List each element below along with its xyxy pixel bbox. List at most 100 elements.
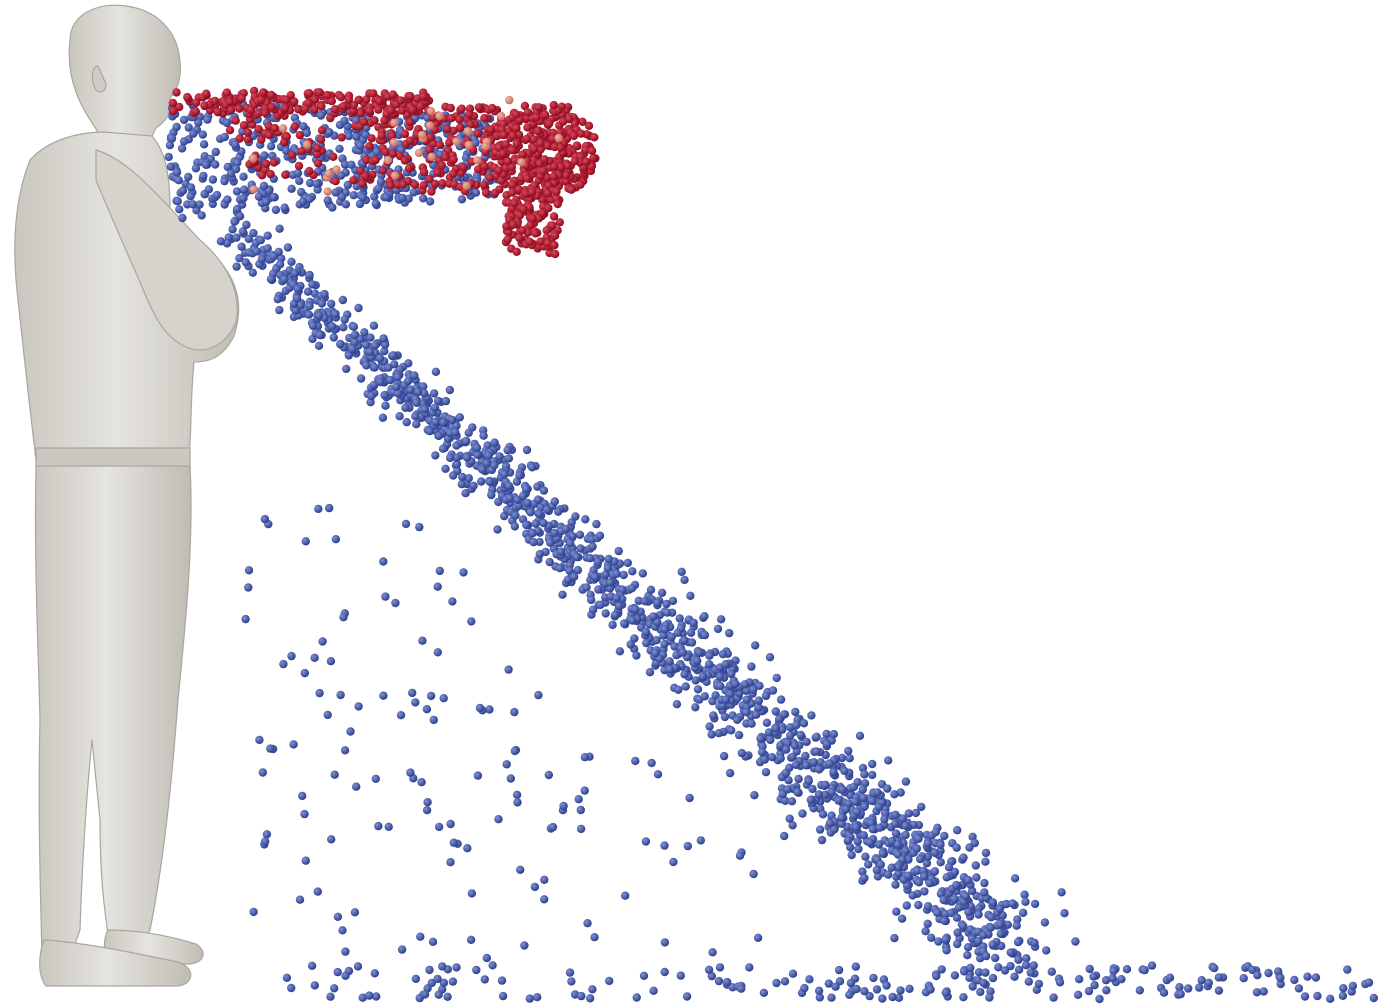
particle xyxy=(386,181,395,190)
particle xyxy=(893,840,903,849)
particle xyxy=(408,688,417,698)
particle xyxy=(243,128,253,137)
particle xyxy=(801,751,810,761)
particle xyxy=(963,943,973,952)
particle xyxy=(567,185,576,194)
particle xyxy=(550,528,559,538)
particle xyxy=(771,707,780,716)
particle xyxy=(172,168,182,177)
particle xyxy=(179,115,189,125)
particle xyxy=(428,937,438,946)
particle xyxy=(505,494,515,503)
particle xyxy=(950,867,960,877)
particle xyxy=(409,188,418,197)
particle xyxy=(981,968,990,977)
particle xyxy=(853,778,862,787)
particle xyxy=(439,978,449,987)
particle xyxy=(394,389,403,398)
particle xyxy=(365,142,374,151)
particle xyxy=(545,557,554,567)
particle xyxy=(317,102,326,111)
particle xyxy=(695,648,704,657)
particle xyxy=(522,134,532,144)
particle xyxy=(271,205,281,215)
particle xyxy=(713,624,723,634)
particle xyxy=(420,990,430,999)
particle xyxy=(904,855,913,864)
particle xyxy=(682,992,692,1001)
particle xyxy=(367,391,376,401)
particle xyxy=(812,732,821,741)
particle xyxy=(792,720,801,730)
particle xyxy=(966,963,975,972)
particle xyxy=(367,134,376,143)
particle xyxy=(829,767,838,777)
particle xyxy=(914,834,923,843)
particle xyxy=(479,180,489,189)
particle xyxy=(505,95,514,105)
particle xyxy=(404,194,413,203)
particle xyxy=(533,482,542,491)
particle xyxy=(310,105,319,114)
particle xyxy=(923,919,932,928)
particle xyxy=(456,123,465,132)
particle xyxy=(172,88,181,97)
particle xyxy=(310,653,319,662)
particle xyxy=(336,339,345,349)
particle xyxy=(573,565,583,575)
particle xyxy=(693,656,702,665)
particle xyxy=(686,628,696,637)
particle xyxy=(1313,991,1322,1001)
particle xyxy=(394,165,403,174)
particle xyxy=(503,445,512,455)
particle xyxy=(614,546,623,556)
particle xyxy=(559,801,568,811)
particle xyxy=(515,233,524,242)
particle xyxy=(305,178,315,188)
particle xyxy=(262,197,271,206)
particle xyxy=(288,150,297,159)
particle xyxy=(520,101,530,111)
particle xyxy=(751,641,760,650)
particle xyxy=(431,417,440,427)
particle xyxy=(1010,972,1019,981)
particle xyxy=(447,415,457,425)
particle xyxy=(396,711,406,720)
particle xyxy=(490,188,500,198)
particle xyxy=(295,895,305,904)
particle xyxy=(603,564,612,573)
particle xyxy=(504,481,514,490)
particle xyxy=(1197,976,1206,985)
particle xyxy=(362,155,371,165)
particle xyxy=(354,303,363,313)
particle xyxy=(765,653,775,662)
particle xyxy=(475,703,485,713)
particle xyxy=(638,569,647,578)
particle xyxy=(582,583,591,592)
particle xyxy=(408,105,417,115)
particle xyxy=(585,554,595,563)
particle xyxy=(930,867,940,876)
particle xyxy=(740,680,750,689)
particle xyxy=(927,933,936,942)
particle xyxy=(569,572,579,581)
particle xyxy=(621,891,630,900)
particle xyxy=(772,978,781,988)
particle xyxy=(818,810,828,819)
particle xyxy=(464,474,473,483)
particle xyxy=(1140,965,1149,975)
particle xyxy=(1303,972,1312,981)
particle xyxy=(555,564,565,573)
particle xyxy=(188,200,198,209)
particle xyxy=(809,758,819,767)
particle xyxy=(323,187,332,196)
particle xyxy=(533,993,542,1002)
particle xyxy=(220,132,229,142)
particle xyxy=(380,116,389,125)
particle xyxy=(820,790,830,800)
particle xyxy=(510,707,519,717)
particle xyxy=(852,984,861,994)
particle xyxy=(347,160,356,169)
particle xyxy=(665,657,674,666)
particle xyxy=(921,927,930,936)
